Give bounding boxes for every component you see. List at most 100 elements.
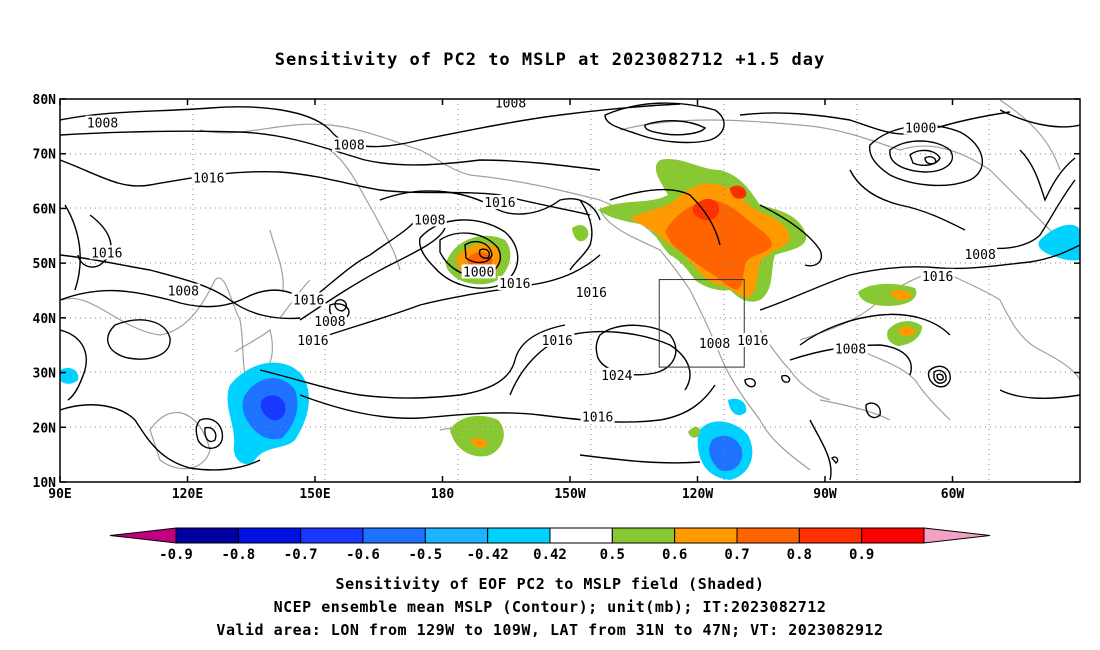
lat-tick-label: 40N [33, 312, 57, 327]
lon-tick-label: 60W [941, 487, 965, 502]
colorbar-min-triangle [109, 527, 177, 544]
lat-tick-label: 30N [33, 367, 57, 382]
colorbar-swatch [175, 527, 239, 544]
colorbar-label: -0.9 [159, 547, 193, 563]
lon-tick-label: 120E [172, 487, 203, 502]
contour-label: 1016 [91, 246, 122, 261]
lon-tick-label: 120W [682, 487, 713, 502]
shade-pos-north-america-core2 [730, 185, 747, 199]
colorbar-label: -0.42 [467, 547, 509, 563]
colorbar-swatch [300, 527, 364, 544]
colorbar: -0.9 -0.8 -0.7 -0.6 -0.5 -0.42 0.42 0.5 0.6 0.7 0.… [109, 527, 991, 563]
contour-label-bg [574, 285, 609, 300]
contour-label-bg [412, 212, 447, 227]
contour-label-bg [580, 409, 615, 424]
contour-label-bg [920, 268, 955, 283]
shade-neg-east-pacific-core [709, 435, 743, 471]
contour-label: 1008 [87, 117, 118, 132]
shade-pos-east-canada-core [890, 289, 912, 301]
caption-line-3: Valid area: LON from 129W to 109W, LAT f… [216, 621, 884, 639]
lat-tick-label: 20N [33, 421, 57, 436]
shade-pos-north-america-red [665, 199, 772, 290]
contour-label-bg [497, 275, 532, 290]
contour-label: 1008 [168, 285, 199, 300]
contour-label: 1024 [601, 369, 632, 384]
colorbar-label: 0.5 [600, 547, 625, 563]
contour-label: 1016 [582, 410, 613, 425]
colorbar-swatch [611, 527, 676, 544]
colorbar-swatch [798, 527, 863, 544]
contour-label: 1016 [499, 277, 530, 292]
lon-tick-label: 90E [48, 487, 71, 502]
contour-label: 1008 [333, 139, 364, 154]
contour-label-bg [312, 314, 347, 329]
caption-line-1: Sensitivity of EOF PC2 to MSLP field (Sh… [335, 575, 765, 593]
colorbar-swatch [487, 527, 551, 544]
shade-pos-tropics-core [470, 437, 488, 449]
colorbar-label: 0.9 [849, 547, 874, 563]
contour-label-bg [903, 120, 938, 135]
contour-label: 1016 [737, 334, 768, 349]
colorbar-label: -0.5 [408, 547, 442, 563]
lon-tick-label: 150E [299, 487, 330, 502]
lat-tick-label: 80N [33, 93, 57, 108]
contour-label: 1008 [314, 315, 345, 330]
contour-label: 1008 [964, 248, 995, 263]
contour-label-bg [332, 137, 366, 152]
contour-label-bg [191, 170, 226, 185]
lon-tick-label: 180 [431, 487, 455, 502]
colorbar-swatch [237, 527, 302, 544]
colorbar-label: -0.7 [284, 547, 318, 563]
contour-label: 1000 [463, 265, 494, 280]
contour-label-bg [89, 245, 124, 260]
shade-pos-east-canada [858, 283, 917, 306]
contour-label-bg [493, 99, 528, 110]
contour-label-bg [697, 336, 732, 351]
contour-label-bg [833, 341, 868, 356]
shade-neg-atlantic [1038, 224, 1080, 261]
contour-label: 1016 [576, 286, 607, 301]
contour-label-bg [963, 246, 998, 261]
lat-tick-label: 50N [33, 257, 57, 272]
shade-pos-west-coast [688, 426, 701, 438]
lat-tick-label: 10N [33, 476, 57, 491]
contour-label: 1016 [484, 196, 515, 211]
colorbar-label: -0.6 [346, 547, 380, 563]
colorbar-label: -0.8 [221, 547, 255, 563]
colorbar-swatch [362, 527, 426, 544]
contour-label-bg [85, 115, 120, 130]
contour-label-bg [599, 367, 634, 382]
shade-neg-west-pacific-inner [260, 395, 286, 421]
contour-label: 1008 [835, 343, 866, 358]
colorbar-swatch [549, 527, 613, 544]
contour-label-bg [540, 332, 575, 347]
valid-area-box [658, 279, 745, 368]
colorbar-swatch [424, 527, 489, 544]
colorbar-label: 0.8 [787, 547, 812, 563]
contour-label-bg [735, 332, 770, 347]
colorbar-max-triangle [923, 527, 991, 544]
lon-tick-label: 90W [813, 487, 837, 502]
contour-label: 1016 [297, 334, 328, 349]
lat-tick-label: 60N [33, 202, 57, 217]
colorbar-label: 0.7 [724, 547, 749, 563]
contour-label: 1016 [293, 293, 324, 308]
colorbar-swatch [861, 527, 925, 544]
contour-label-bg [166, 283, 201, 298]
colorbar-swatch [674, 527, 738, 544]
contour-label-bg [295, 332, 330, 347]
caption-line-2: NCEP ensemble mean MSLP (Contour); unit(… [273, 598, 827, 616]
colorbar-swatch [736, 527, 800, 544]
contour-label: 1016 [542, 334, 573, 349]
contour-label: 1008 [699, 337, 730, 352]
contour-label: 1008 [414, 213, 445, 228]
shade-pos-small [572, 225, 589, 242]
contour-label-bg [291, 292, 326, 307]
shade-pos-us-east-core [898, 326, 916, 337]
contour-label: 1016 [922, 270, 953, 285]
contour-label-bg [482, 194, 517, 209]
contour-label-layer: 1008 1008 1016 1008 1000 1016 1008 1016 1000 1016… [85, 99, 998, 425]
contour-label: 1000 [905, 122, 936, 137]
